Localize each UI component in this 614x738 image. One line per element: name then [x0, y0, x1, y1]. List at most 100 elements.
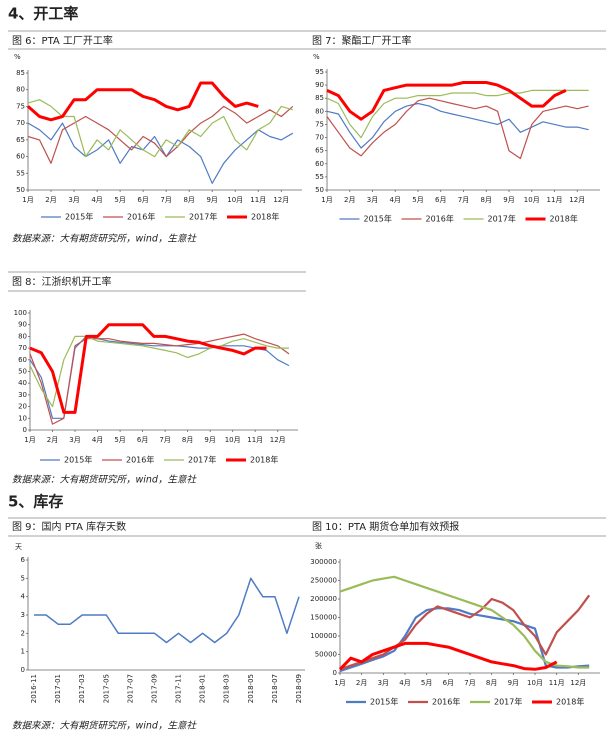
y-tick-label: 150000	[310, 614, 337, 622]
x-tick-label: 2016-11	[30, 674, 38, 703]
x-tick-label: 4月	[91, 196, 102, 204]
x-tick-label: 9月	[508, 679, 519, 687]
x-tick-label: 8月	[486, 679, 497, 687]
x-tick-label: 12月	[569, 196, 585, 204]
x-tick-label: 7月	[458, 196, 469, 204]
y-tick-label: 0	[333, 669, 337, 677]
x-tick-label: 2月	[47, 436, 58, 444]
figure-caption: 图 7：聚酯工厂开工率	[312, 34, 412, 47]
legend-label: 2018年	[550, 214, 578, 224]
section-heading: 4、开工率	[8, 5, 78, 23]
x-tick-label: 3月	[378, 679, 389, 687]
x-tick-label: 6月	[443, 679, 454, 687]
y-tick-label: 2	[21, 629, 25, 637]
x-tick-label: 12月	[270, 436, 286, 444]
x-tick-label: 12月	[570, 679, 586, 687]
data-line	[339, 607, 590, 673]
source-note: 数据来源：大有期货研究所，wind，生意社	[12, 474, 197, 486]
data-line	[339, 575, 590, 669]
legend-label: 2015年	[370, 697, 398, 707]
x-tick-label: 2018-05	[247, 674, 255, 703]
x-tick-label: 1月	[334, 679, 345, 687]
x-tick-label: 1月	[24, 436, 35, 444]
x-tick-label: 5月	[114, 196, 125, 204]
x-tick-label: 2017-09	[150, 674, 158, 703]
y-tick-label: 70	[16, 119, 25, 127]
x-tick-label: 2017-11	[175, 674, 183, 703]
y-tick-label: 30	[18, 391, 27, 399]
x-tick-label: 9月	[204, 436, 215, 444]
x-tick-label: 12月	[273, 196, 289, 204]
x-tick-label: 10月	[225, 436, 241, 444]
x-tick-label: 4月	[92, 436, 103, 444]
x-tick-label: 2017-03	[78, 674, 86, 703]
y-tick-label: 50	[16, 186, 25, 194]
legend-label: 2017年	[488, 214, 516, 224]
y-tick-label: 100000	[310, 632, 337, 640]
legend-label: 2017年	[494, 697, 522, 707]
data-line	[27, 99, 293, 158]
data-line	[29, 333, 290, 425]
x-tick-label: 3月	[367, 196, 378, 204]
x-tick-label: 5月	[421, 679, 432, 687]
legend-label: 2016年	[126, 455, 154, 465]
x-tick-label: 4月	[390, 196, 401, 204]
y-tick-label: 70	[315, 134, 324, 142]
x-tick-label: 6月	[137, 436, 148, 444]
x-tick-label: 2月	[45, 196, 56, 204]
legend-label: 2017年	[188, 455, 216, 465]
legend-label: 2015年	[64, 455, 92, 465]
data-line	[27, 81, 259, 122]
data-line	[326, 81, 567, 121]
x-tick-label: 10月	[524, 196, 540, 204]
x-tick-label: 8月	[481, 196, 492, 204]
x-tick-label: 7月	[464, 679, 475, 687]
y-tick-label: 65	[16, 136, 25, 144]
figure-caption: 图 6：PTA 工厂开工率	[12, 34, 113, 47]
legend-label: 2016年	[127, 212, 155, 222]
x-tick-label: 5月	[412, 196, 423, 204]
y-tick-label: 60	[18, 356, 27, 364]
legend-label: 2016年	[432, 697, 460, 707]
y-tick-label: 80	[18, 332, 27, 340]
y-tick-label: 65	[315, 147, 324, 155]
y-tick-label: 55	[315, 173, 324, 181]
x-tick-label: 3月	[68, 196, 79, 204]
figure-caption: 图 8：江浙织机开工率	[12, 275, 112, 288]
x-tick-label: 5月	[114, 436, 125, 444]
y-tick-label: 300000	[310, 558, 337, 566]
y-tick-label: 40	[18, 379, 27, 387]
x-tick-label: 4月	[399, 679, 410, 687]
y-tick-label: 90	[315, 81, 324, 89]
source-note: 数据来源：大有期货研究所，wind，生意社	[12, 720, 197, 732]
figure-caption: 图 10：PTA 期货仓单加有效预报	[312, 520, 459, 533]
y-tick-label: 5	[21, 574, 25, 582]
y-unit: %	[313, 53, 320, 61]
section-heading: 5、库存	[8, 493, 63, 511]
x-tick-label: 11月	[247, 436, 263, 444]
x-tick-label: 9月	[206, 196, 217, 204]
data-line	[27, 105, 294, 164]
x-tick-label: 2018-01	[199, 674, 207, 703]
y-tick-label: 55	[16, 169, 25, 177]
y-tick-label: 50	[18, 368, 27, 376]
x-tick-label: 10月	[527, 679, 543, 687]
y-tick-label: 75	[315, 120, 324, 128]
x-tick-label: 6月	[137, 196, 148, 204]
legend-label: 2018年	[251, 212, 279, 222]
x-tick-label: 11月	[549, 679, 565, 687]
y-tick-label: 95	[315, 68, 324, 76]
x-tick-label: 6月	[435, 196, 446, 204]
y-tick-label: 250000	[310, 577, 337, 585]
x-tick-label: 2017-07	[126, 674, 134, 703]
x-tick-label: 3月	[69, 436, 80, 444]
y-tick-label: 80	[315, 107, 324, 115]
y-tick-label: 50	[315, 186, 324, 194]
x-tick-label: 2017-05	[102, 674, 110, 703]
x-tick-label: 11月	[250, 196, 266, 204]
y-tick-label: 3	[21, 611, 25, 619]
y-tick-label: 50000	[315, 651, 337, 659]
y-unit: %	[14, 53, 21, 61]
x-tick-label: 2017-01	[54, 674, 62, 703]
y-tick-label: 6	[21, 556, 26, 564]
